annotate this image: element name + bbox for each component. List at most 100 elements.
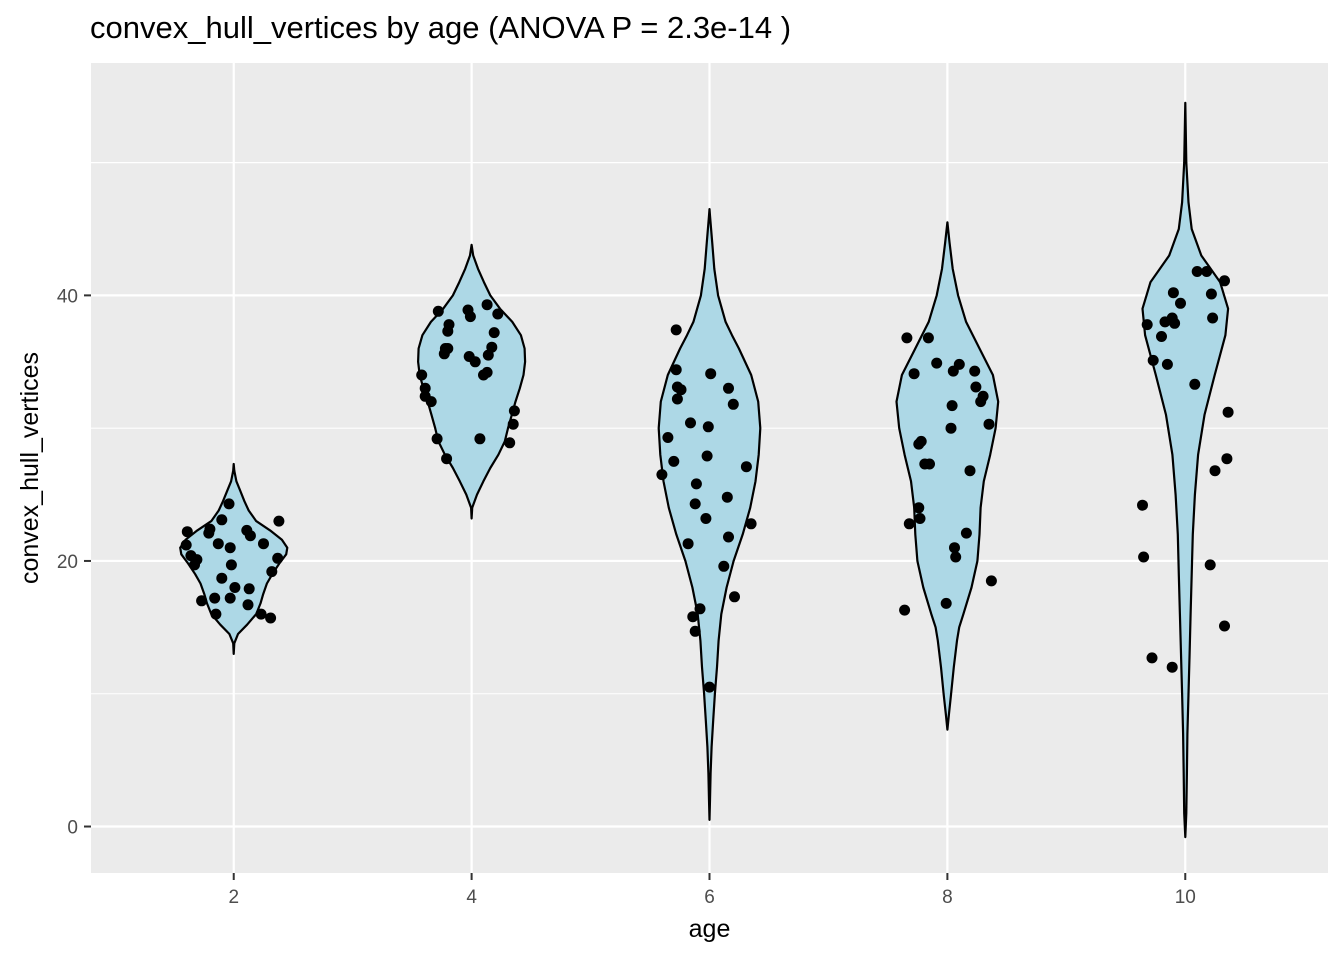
data-point [1204,559,1216,571]
data-points [180,266,1234,693]
data-point [915,435,927,447]
data-point [1207,312,1219,324]
data-point [229,582,241,593]
data-point [689,498,701,510]
data-point [224,542,236,554]
data-point [740,461,752,473]
data-point [242,599,254,611]
data-point [899,604,911,616]
data-point [940,597,952,609]
data-point [1146,652,1158,664]
data-point [1191,266,1203,277]
data-point [922,332,934,344]
data-point [1219,620,1230,632]
data-point [508,405,520,417]
data-point [1147,354,1159,366]
data-point [225,559,237,571]
data-point [949,542,960,554]
data-point [705,368,717,380]
data-point [701,450,713,462]
y-axis-title: convex_hull_vertices [16,352,44,584]
data-point [931,357,943,369]
data-point [670,324,682,336]
data-point [946,400,958,412]
data-point [469,356,481,368]
data-point [272,552,284,564]
data-point [1137,499,1148,511]
data-point [216,514,228,526]
data-point [443,319,455,331]
data-point [432,305,444,317]
data-point [481,299,493,311]
data-point [1175,297,1186,309]
data-point [224,592,236,604]
data-point [729,591,740,603]
data-point [431,433,443,445]
data-point [689,625,701,637]
data-point [718,560,730,572]
data-point [704,681,715,693]
data-point [723,531,734,543]
data-point [1156,331,1167,342]
x-tick-label: 8 [942,887,953,908]
data-point [670,364,682,376]
data-point [244,530,256,542]
data-point [1167,287,1179,299]
data-point [209,592,221,604]
data-point [425,396,437,408]
data-point [960,527,972,539]
data-point [908,368,920,380]
data-point [486,341,498,353]
data-point [255,608,267,620]
data-point [953,358,965,370]
data-point [903,518,915,530]
y-tick-label: 20 [57,552,78,573]
data-point [212,538,224,550]
x-tick-label: 4 [466,887,477,908]
data-point [690,478,702,490]
data-point [901,332,913,344]
data-point [1169,317,1181,329]
data-point [481,366,493,378]
x-axis-title: age [689,915,731,943]
data-point [181,526,193,538]
data-point [950,551,962,563]
violin-age-10 [1141,101,1230,839]
data-point [668,455,680,467]
data-point [441,453,453,465]
data-point [180,539,192,551]
x-tick-label: 10 [1175,887,1196,908]
data-point [745,518,757,530]
data-point [1166,661,1178,673]
data-point [656,469,668,481]
x-tick-label: 2 [228,887,239,908]
data-point [983,418,995,430]
data-point [266,566,278,578]
data-point [474,433,486,445]
data-point [723,382,734,394]
data-point [204,523,216,535]
data-point [216,572,228,584]
data-point [662,432,674,443]
data-point [964,465,976,477]
data-point [492,308,504,320]
data-point [727,398,739,410]
data-point [1141,319,1153,331]
data-point [507,418,519,430]
data-point [687,611,699,623]
data-point [265,612,277,624]
data-point [970,381,982,393]
y-tick-label: 0 [67,818,78,839]
data-point [1205,288,1217,300]
data-point [1209,465,1221,477]
data-point [914,513,926,524]
data-point [945,422,957,434]
data-point [685,417,696,429]
data-point [223,498,235,510]
data-point [913,502,925,514]
axes: 2 4 6 8 10 0 20 40 [57,286,1196,908]
y-tick-label: 40 [57,286,78,307]
data-point [273,515,285,527]
data-point [675,384,687,396]
